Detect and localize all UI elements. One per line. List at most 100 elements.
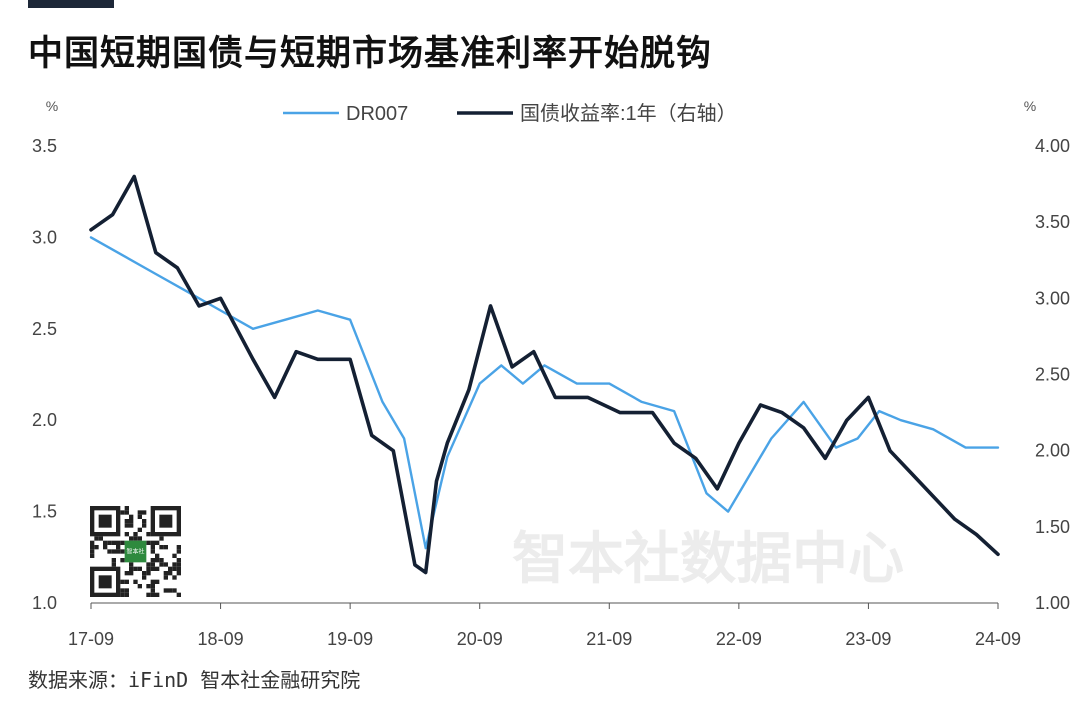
y-right-tick-label: 3.50 — [1035, 212, 1070, 232]
qr-logo — [124, 540, 147, 563]
qr-module — [90, 553, 95, 558]
x-tick-label: 19-09 — [327, 629, 373, 649]
qr-module — [150, 540, 155, 545]
x-tick-label: 21-09 — [586, 629, 632, 649]
qr-module — [146, 584, 151, 589]
qr-module — [90, 540, 95, 545]
qr-module — [129, 566, 134, 571]
watermark: 智本社数据中心 — [512, 527, 904, 590]
y-right-tick-label: 2.50 — [1035, 365, 1070, 385]
qr-module — [176, 558, 181, 563]
qr-module — [150, 579, 155, 584]
qr-module — [129, 519, 134, 524]
qr-module — [98, 536, 103, 541]
qr-module — [142, 519, 147, 524]
qr-logo-text: 智本社 — [126, 548, 144, 556]
qr-module — [159, 536, 164, 541]
qr-module — [120, 592, 125, 597]
qr-module — [107, 549, 112, 554]
y-left-tick-label: 3.0 — [32, 227, 57, 247]
qr-module — [111, 562, 116, 567]
qr-module — [137, 510, 142, 515]
qr-module — [172, 566, 177, 571]
qr-module — [124, 592, 129, 597]
qr-module — [142, 575, 147, 580]
y-left-tick-label: 3.5 — [32, 136, 57, 156]
qr-module — [116, 540, 121, 545]
qr-module — [120, 588, 125, 593]
qr-module — [155, 553, 160, 558]
qr-module — [176, 549, 181, 554]
qr-module — [176, 592, 181, 597]
x-tick-label: 20-09 — [457, 629, 503, 649]
right-unit-label: % — [1024, 98, 1036, 114]
qr-module — [150, 592, 155, 597]
qr-module — [150, 549, 155, 554]
qr-module — [168, 588, 173, 593]
qr-module — [172, 562, 177, 567]
qr-module — [124, 519, 129, 524]
qr-module — [124, 523, 129, 528]
qr-module — [124, 532, 129, 537]
y-right-tick-label: 1.00 — [1035, 593, 1070, 613]
qr-module — [159, 562, 164, 567]
qr-module — [124, 579, 129, 584]
qr-module — [176, 566, 181, 571]
qr-module — [163, 545, 168, 550]
qr-module — [176, 562, 181, 567]
qr-module — [133, 579, 138, 584]
qr-module — [163, 562, 168, 567]
qr-module — [155, 592, 160, 597]
y-right-tick-label: 2.00 — [1035, 441, 1070, 461]
qr-module — [163, 571, 168, 576]
qr-module — [133, 536, 138, 541]
qr-module — [172, 553, 177, 558]
qr-module — [124, 510, 129, 515]
qr-module — [137, 514, 142, 519]
qr-module — [142, 523, 147, 528]
chart: 智本社数据中心 % % DR007 国债收益率:1年（右轴） 17-09 18-09… — [32, 98, 1070, 649]
chart-title: 中国短期国债与短期市场基准利率开始脱钩 — [28, 34, 713, 74]
qr-module — [124, 571, 129, 576]
qr-module — [146, 571, 151, 576]
qr-module — [146, 592, 151, 597]
qr-module — [146, 540, 151, 545]
qr-module — [168, 566, 173, 571]
qr-module — [133, 566, 138, 571]
y-left-tick-label: 2.5 — [32, 319, 57, 339]
qr-module — [124, 506, 129, 511]
y-left-tick-label: 1.5 — [32, 502, 57, 522]
qr-module — [137, 584, 142, 589]
qr-module — [150, 562, 155, 567]
qr-module — [155, 558, 160, 563]
qr-module — [120, 510, 125, 515]
x-tick-label: 22-09 — [716, 629, 762, 649]
y-left-tick-label: 1.0 — [32, 593, 57, 613]
qr-module — [146, 562, 151, 567]
qr-module — [176, 545, 181, 550]
title-accent-bar — [28, 0, 114, 8]
qr-code: 智本社 — [90, 506, 181, 597]
qr-module — [168, 571, 173, 576]
qr-module — [103, 540, 108, 545]
qr-module — [146, 566, 151, 571]
qr-module — [111, 549, 116, 554]
qr-finder — [98, 575, 112, 589]
qr-module — [150, 558, 155, 563]
qr-module — [90, 545, 95, 550]
qr-module — [172, 588, 177, 593]
qr-module — [129, 562, 134, 567]
qr-module — [159, 545, 164, 550]
qr-module — [120, 558, 125, 563]
qr-finder — [98, 514, 112, 528]
x-tick-label: 23-09 — [845, 629, 891, 649]
qr-module — [142, 510, 147, 515]
legend: DR007 国债收益率:1年（右轴） — [283, 102, 737, 125]
x-tick-label: 18-09 — [198, 629, 244, 649]
qr-module — [120, 549, 125, 554]
x-tick-label: 24-09 — [975, 629, 1021, 649]
qr-module — [155, 566, 160, 571]
qr-module — [120, 540, 125, 545]
qr-module — [137, 536, 142, 541]
qr-module — [129, 536, 134, 541]
